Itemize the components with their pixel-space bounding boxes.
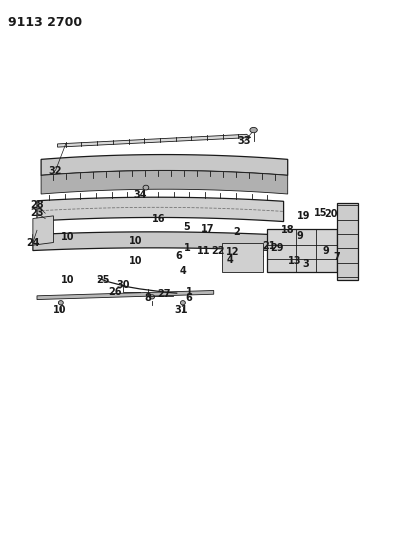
Polygon shape: [41, 171, 288, 194]
Ellipse shape: [143, 185, 149, 190]
Text: 33: 33: [238, 136, 251, 146]
Text: 9: 9: [323, 246, 329, 255]
Text: 25: 25: [96, 275, 109, 285]
Text: 28: 28: [30, 200, 44, 210]
Text: 16: 16: [152, 214, 165, 223]
Text: 20: 20: [324, 209, 337, 219]
Text: 1: 1: [186, 287, 192, 297]
Ellipse shape: [250, 127, 257, 133]
Text: 26: 26: [109, 287, 122, 296]
Text: 12: 12: [226, 247, 239, 256]
Ellipse shape: [150, 295, 155, 299]
Text: 34: 34: [133, 190, 146, 199]
Text: 9: 9: [297, 231, 303, 241]
Polygon shape: [267, 229, 337, 272]
Polygon shape: [37, 197, 284, 222]
Text: 3: 3: [303, 259, 309, 269]
Text: 10: 10: [129, 256, 142, 266]
Text: 7: 7: [334, 252, 340, 262]
Text: 29: 29: [271, 243, 284, 253]
Text: 6: 6: [186, 294, 192, 303]
Text: 11: 11: [197, 246, 210, 255]
Text: 13: 13: [288, 256, 301, 266]
Text: 1: 1: [184, 243, 190, 253]
Text: 24: 24: [26, 238, 39, 247]
Text: 4: 4: [227, 255, 233, 265]
Text: 17: 17: [201, 224, 214, 234]
Text: 22: 22: [211, 246, 224, 255]
Polygon shape: [222, 243, 263, 272]
Text: 21: 21: [263, 241, 276, 251]
Polygon shape: [33, 216, 53, 245]
Ellipse shape: [180, 301, 185, 305]
Text: 30: 30: [117, 280, 130, 290]
Text: 9113 2700: 9113 2700: [8, 16, 82, 29]
Text: 10: 10: [129, 236, 142, 246]
Text: 10: 10: [53, 305, 66, 315]
Text: 8: 8: [145, 294, 151, 303]
Text: 5: 5: [184, 222, 190, 231]
Polygon shape: [58, 134, 251, 147]
Text: 27: 27: [158, 289, 171, 299]
Text: 10: 10: [61, 232, 74, 242]
Text: 18: 18: [281, 225, 295, 235]
Text: 23: 23: [30, 208, 44, 218]
Text: 2: 2: [233, 227, 240, 237]
Text: 4: 4: [180, 266, 186, 276]
Text: 10: 10: [61, 275, 74, 285]
Text: 31: 31: [174, 305, 187, 315]
Ellipse shape: [58, 301, 63, 305]
Polygon shape: [33, 232, 271, 251]
Polygon shape: [37, 290, 214, 300]
Polygon shape: [41, 155, 288, 175]
Text: 15: 15: [314, 208, 327, 218]
Polygon shape: [337, 203, 358, 280]
Text: 19: 19: [298, 211, 311, 221]
Text: 6: 6: [175, 251, 182, 261]
Text: 32: 32: [49, 166, 62, 175]
